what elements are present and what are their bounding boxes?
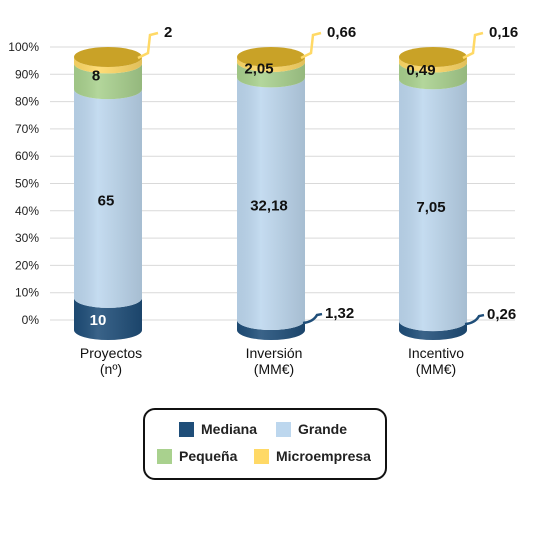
x-tick-label-unit: (nº) [100, 361, 122, 377]
bar-top-cap [74, 47, 142, 67]
y-tick-label: 10% [15, 286, 39, 300]
data-label-grande: 65 [98, 193, 115, 210]
legend-swatch-mediana [179, 421, 194, 437]
y-tick-label: 40% [15, 204, 39, 218]
x-axis: Proyectos(nº)Inversión(MM€)Incentivo(MM€… [80, 345, 464, 377]
data-label-microempresa: 0,16 [489, 24, 518, 41]
data-label-grande: 32,18 [250, 198, 288, 215]
bar-shading [399, 57, 467, 73]
bar-shading [74, 297, 142, 340]
legend-item-mediana: Mediana [179, 421, 257, 437]
data-label-mediana: 0,26 [487, 306, 516, 323]
bar-shading [74, 89, 142, 308]
legend-label-mediana: Mediana [201, 421, 258, 437]
bar-shading [237, 61, 305, 88]
legend-swatch-grande [276, 421, 291, 437]
data-label-grande: 7,05 [416, 199, 445, 216]
bar-shading [74, 57, 142, 74]
y-tick-label: 60% [15, 149, 39, 163]
y-tick-label: 90% [15, 67, 39, 81]
x-tick-label-unit: (MM€) [254, 361, 294, 377]
bar-shading [237, 57, 305, 72]
y-tick-label: 0% [22, 313, 40, 327]
bars [74, 47, 467, 340]
y-tick-label: 30% [15, 231, 39, 245]
bar-shading [399, 321, 467, 340]
legend-label-grande: Grande [298, 421, 348, 437]
bar-shading [237, 320, 305, 340]
legend: Mediana Grande Pequeña Microempresa [143, 408, 387, 480]
x-tick-label: Inversión [246, 345, 303, 361]
bar-shading [237, 77, 305, 331]
leader-line [464, 313, 485, 326]
y-tick-label: 50% [15, 177, 39, 191]
legend-item-pequena: Pequeña [157, 448, 237, 464]
data-label-microempresa: 2 [164, 24, 172, 41]
bar-shading [399, 79, 467, 332]
data-label-pequeña: 2,05 [244, 61, 273, 78]
bar-shading [74, 63, 142, 100]
x-tick-label-unit: (MM€) [416, 361, 456, 377]
data-label-pequeña: 0,49 [406, 62, 435, 79]
legend-item-grande: Grande [276, 421, 347, 437]
leader-line [137, 31, 159, 60]
data-label-mediana: 10 [90, 312, 107, 329]
y-tick-label: 80% [15, 95, 39, 109]
legend-swatch-pequena [157, 448, 172, 464]
legend-swatch-microempresa [254, 448, 269, 464]
y-tick-label: 20% [15, 258, 39, 272]
leader-line [300, 31, 322, 60]
leader-line [302, 312, 323, 325]
legend-label-pequena: Pequeña [179, 448, 238, 464]
legend-item-microempresa: Microempresa [254, 448, 371, 464]
y-tick-label: 100% [8, 40, 39, 54]
data-label-pequeña: 8 [92, 67, 100, 84]
legend-label-microempresa: Microempresa [276, 448, 371, 464]
y-axis: 0% 10% 20% 30% 40% 50% 60% 70% 80% 90% 100% [8, 40, 39, 327]
data-label-microempresa: 0,66 [327, 24, 356, 41]
x-tick-label: Incentivo [408, 345, 464, 361]
x-tick-label: Proyectos [80, 345, 142, 361]
data-label-mediana: 1,32 [325, 305, 354, 322]
data-labels: 10 65 8 2 1,32 32,18 2,05 0,66 0,26 7,05 0,49 0,16 [90, 24, 519, 329]
y-tick-label: 70% [15, 122, 39, 136]
leader-line [462, 31, 484, 60]
bar-top-cap [399, 47, 467, 67]
bar-top-cap [237, 47, 305, 67]
bar-shading [399, 62, 467, 90]
